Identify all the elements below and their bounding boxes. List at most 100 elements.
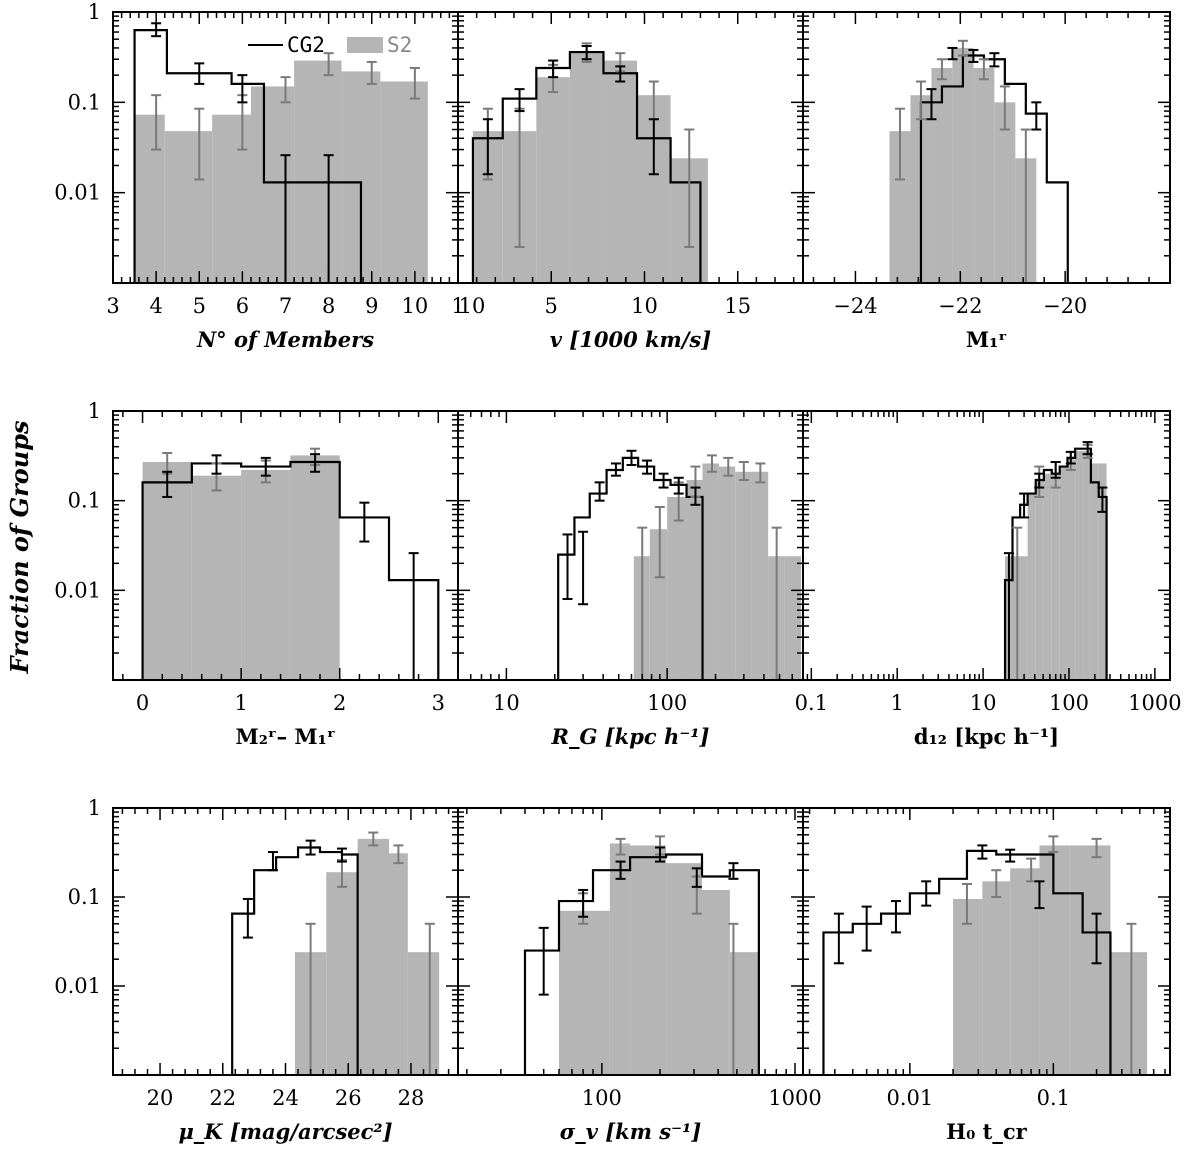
x-tick-label: 28 [398, 1086, 425, 1110]
s2-bar [1051, 473, 1060, 680]
s2-bar [1098, 463, 1107, 680]
x-tick-label: 7 [279, 294, 292, 318]
panel-1: 0.01 0.1 1 3 4 5 6 7 8 9 10 1 N° of Members [54, 0, 464, 352]
x-tick-label: 0.1 [1037, 1086, 1070, 1110]
x-tick-label: 10 [402, 294, 429, 318]
panel-frame [802, 11, 1171, 284]
x-axis-title: H₀ t_cr [946, 1119, 1027, 1144]
s2-bar [931, 67, 953, 283]
x-tick-label: 1 [451, 294, 464, 318]
x-axis-title: M₁ʳ [966, 327, 1007, 352]
s2-bar [735, 471, 752, 680]
legend-s2-swatch [347, 37, 383, 53]
plot-area [557, 449, 801, 680]
y-tick-label: 0.1 [68, 489, 101, 513]
y-tick-label: 0.1 [68, 885, 101, 909]
s2-bar [952, 47, 974, 283]
x-axis-title: v [1000 km/s] [550, 327, 711, 352]
s2-bar [212, 114, 251, 283]
x-tick-label: 100 [582, 1086, 622, 1110]
cg2-step-line [523, 853, 760, 1075]
x-tick-label: −24 [833, 294, 877, 318]
x-tick-label: −22 [938, 294, 982, 318]
x-tick-label: 10 [631, 294, 658, 318]
x-axis-title: N° of Members [196, 327, 374, 352]
s2-bar [889, 131, 911, 283]
s2-bar [1059, 466, 1068, 680]
plot-area [133, 22, 428, 283]
x-tick-label: 5 [545, 294, 558, 318]
s2-bar [953, 898, 983, 1075]
panel-3: −24 −22 −20 M₁ʳ [802, 11, 1171, 352]
panel-8: 100 1000 σ_v [km s⁻¹] [457, 807, 822, 1144]
s2-bar [1083, 450, 1091, 680]
x-tick-label: 15 [724, 294, 751, 318]
s2-bar [751, 471, 769, 680]
panel-4: 0.01 0.1 1 0 1 2 3 M₂ʳ– M₁ʳ [54, 399, 459, 749]
x-tick-label: 24 [272, 1086, 299, 1110]
plot-area [1003, 441, 1108, 680]
x-tick-label: 0.1 [795, 691, 828, 715]
panel-7: 0.01 0.1 1 20 22 24 26 28μ_K [mag/arcsec²] [54, 796, 459, 1144]
x-tick-label: 3 [432, 691, 445, 715]
s2-bar [603, 60, 638, 283]
x-tick-label: 9 [365, 294, 378, 318]
s2-bar [702, 889, 730, 1075]
cg2-step-line [822, 849, 1112, 1075]
s2-bar [686, 480, 703, 680]
panel-frame [802, 410, 1171, 681]
x-tick-label: 20 [147, 1086, 174, 1110]
x-tick-label: 26 [335, 1086, 362, 1110]
x-axis-title: M₂ʳ– M₁ʳ [235, 724, 335, 749]
panel-6: 0.1 1 10 100 1000 d₁₂ [kpc h⁻¹] [795, 410, 1182, 749]
s2-bar [407, 952, 440, 1075]
s2-bar [142, 461, 192, 680]
legend-s2-label: S2 [387, 33, 412, 57]
s2-bar [729, 952, 759, 1075]
s2-bar [593, 910, 610, 1075]
s2-bar [1043, 473, 1052, 680]
s2-bar [294, 60, 342, 283]
x-tick-label: 10 [970, 691, 997, 715]
s2-bar [784, 556, 801, 680]
y-tick-label: 0.01 [54, 974, 101, 998]
s2-bar [1075, 450, 1084, 680]
cg2-step-line [141, 460, 440, 680]
x-tick-label: 6 [236, 294, 249, 318]
plot-area [523, 835, 760, 1075]
plot-area [889, 39, 1069, 283]
x-tick-label: −20 [1043, 294, 1087, 318]
x-tick-label: 1 [234, 691, 247, 715]
x-tick-label: 3 [106, 294, 119, 318]
x-axis-title: σ_v [km s⁻¹] [560, 1119, 702, 1144]
x-tick-label: 10 [493, 691, 520, 715]
panel-5: 10 100 R_G [kpc h⁻¹] [457, 410, 804, 749]
s2-bar [630, 845, 667, 1075]
s2-bar [718, 466, 736, 680]
s2-bar [569, 52, 604, 283]
s2-bar [241, 469, 291, 680]
legend-cg2-label: CG2 [287, 33, 325, 57]
y-tick-label: 0.01 [54, 181, 101, 205]
x-tick-label: 4 [149, 294, 162, 318]
plot-area [822, 835, 1148, 1075]
x-axis-title: μ_K [mag/arcsec²] [178, 1119, 392, 1144]
y-tick-label: 1 [88, 796, 101, 820]
s2-bar [558, 910, 594, 1075]
s2-bar [973, 67, 995, 283]
x-tick-label: 2 [333, 691, 346, 715]
s2-bar [667, 496, 687, 680]
x-tick-label: 1 [891, 691, 904, 715]
figure-ylabel: Fraction of Groups [5, 420, 34, 675]
s2-bar [1067, 459, 1076, 680]
legend: CG2 S2 [248, 33, 412, 57]
x-tick-label: 8 [322, 294, 335, 318]
y-tick-label: 0.01 [54, 578, 101, 602]
cg2-step-line [557, 456, 704, 680]
s2-bar [982, 881, 1011, 1075]
s2-bar [191, 475, 242, 680]
x-tick-label: 10 [459, 294, 486, 318]
y-tick-label: 1 [88, 0, 101, 24]
